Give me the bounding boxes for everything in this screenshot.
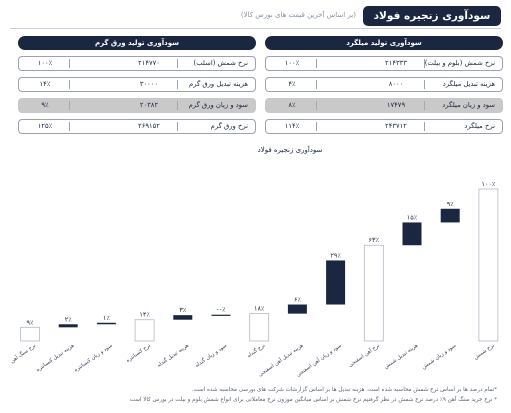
row-label: سود و زیان ورق گرم — [188, 100, 248, 109]
data-label: ۲۹٪ — [330, 251, 341, 259]
page-subtitle: (بر اساس آخرین قیمت های بورس کالا) — [240, 11, 356, 19]
row-label: نرخ میلگرد — [464, 121, 495, 130]
data-label: ۶۳٪ — [369, 236, 380, 244]
cell-divider — [316, 121, 317, 131]
row-value: ۲۰۳۸۲ — [139, 100, 159, 109]
row-label: سود و زیان میلگرد — [442, 100, 495, 109]
waterfall-bar — [58, 324, 78, 328]
table-row: نرخ شمش (اسلب) ۲۱۴۷۷۰ ۱۰۰٪ — [18, 55, 256, 71]
row-label: نرخ شمش (بلوم و بیلت) — [424, 58, 495, 67]
row-percent: ۱۰۰٪ — [37, 58, 53, 67]
table-row: سود و زیان ورق گرم ۲۰۳۸۲ ۹٪ — [18, 97, 256, 113]
row-value: ۱۷۴۷۹ — [386, 100, 406, 109]
waterfall-bar — [20, 326, 40, 342]
cell-divider — [424, 121, 425, 131]
waterfall-bar — [287, 304, 307, 314]
table-row: نرخ شمش (بلوم و بیلت) ۲۱۴۳۳۳ ۱۰۰٪ — [265, 55, 503, 71]
row-percent: ۹٪ — [41, 100, 49, 109]
table-title: سودآوری تولید میلگرد — [265, 36, 503, 50]
chart-title: سودآوری زنجیره فولاد — [257, 146, 323, 154]
cell-divider — [69, 121, 70, 131]
waterfall-bar — [363, 244, 384, 342]
cell-divider — [424, 58, 425, 68]
waterfall-bar — [173, 315, 193, 320]
category-label: نرخ آهن اسفنجی — [347, 342, 381, 369]
cell-divider — [316, 79, 317, 89]
waterfall-bar — [440, 208, 460, 223]
cell-divider — [69, 58, 70, 68]
row-value: ۲۱۴۷۷۰ — [138, 58, 160, 67]
row-percent: ۱۴٪ — [39, 79, 51, 88]
cell-divider — [177, 79, 178, 89]
waterfall-bar — [134, 319, 155, 342]
data-label: ۱٪ — [103, 314, 110, 322]
waterfall-bar — [402, 222, 422, 246]
category-label: نرخ کنسانتره — [125, 343, 151, 364]
hot-rolled-coil-table: سودآوری تولید ورق گرم نرخ شمش (اسلب) ۲۱۴… — [18, 36, 256, 134]
table-row: هزینه تبدیل میلگرد ۸۰۰۰ ۴٪ — [265, 76, 503, 92]
waterfall-bar — [478, 188, 499, 342]
cell-divider — [316, 100, 317, 110]
data-label: ۲٪ — [65, 315, 72, 323]
row-percent: ۱۱۴٪ — [284, 121, 300, 130]
cell-divider — [177, 121, 178, 131]
row-percent: ۴٪ — [288, 79, 296, 88]
data-label: ۱۸٪ — [254, 305, 265, 313]
cell-divider — [177, 58, 178, 68]
category-label: سود و زیان کنسانتره — [73, 343, 113, 374]
category-label: نرخ گندله — [246, 342, 267, 359]
table-row: سود و زیان میلگرد ۱۷۴۷۹ ۸٪ — [265, 97, 503, 113]
waterfall-bar — [211, 314, 231, 316]
table-title: سودآوری تولید ورق گرم — [18, 36, 256, 50]
table-row: نرخ میلگرد ۲۴۳۷۱۲ ۱۱۴٪ — [265, 118, 503, 134]
category-label: نرخ شمش — [473, 343, 495, 361]
row-label: نرخ ورق گرم — [210, 121, 248, 130]
data-label: ۱۰۰٪ — [481, 180, 495, 188]
row-value: ۲۱۴۳۳۳ — [385, 58, 407, 67]
row-percent: ۸٪ — [288, 100, 296, 109]
data-label: ۹٪ — [447, 200, 454, 208]
cell-divider — [424, 79, 425, 89]
category-label: هزینه تبدیل شمش — [383, 343, 419, 371]
data-label: ۱۴٪ — [139, 311, 150, 319]
row-percent: ۱۲۵٪ — [37, 121, 53, 130]
cell-divider — [424, 100, 425, 110]
table-row: نرخ ورق گرم ۲۶۹۱۵۲ ۱۲۵٪ — [18, 118, 256, 134]
table-row: هزینه تبدیل ورق گرم ۳۰۰۰۰ ۱۴٪ — [18, 76, 256, 92]
footnote-1: *تمام درصد ها بر اساس نرخ شمش محاسبه شده… — [191, 387, 497, 393]
footnote-2: * نرخ خرید سنگ آهن ۹٪ درصد نرخ شمش در نظ… — [129, 397, 497, 403]
data-label: ۳٪ — [179, 306, 186, 314]
row-value: ۳۰۰۰۰ — [139, 79, 159, 88]
row-value: ۲۴۳۷۱۲ — [385, 121, 407, 130]
data-label: ۱۵٪ — [407, 213, 418, 221]
cell-divider — [316, 58, 317, 68]
row-percent: ۱۰۰٪ — [284, 58, 300, 67]
header-divider — [10, 28, 501, 29]
row-label: هزینه تبدیل میلگرد — [442, 79, 495, 88]
cell-divider — [69, 79, 70, 89]
row-label: نرخ شمش (اسلب) — [193, 58, 248, 67]
data-label: -۰٪ — [216, 306, 226, 314]
category-label: سود و زیان گندله — [194, 342, 229, 369]
waterfall-bar — [326, 260, 346, 305]
rebar-table: سودآوری تولید میلگرد نرخ شمش (بلوم و بیل… — [265, 36, 503, 134]
category-label: هزینه تبدیل گندله — [156, 342, 190, 369]
category-label: نرخ سنگ آهن — [9, 342, 37, 365]
row-value: ۸۰۰۰ — [388, 79, 404, 88]
waterfall-bar — [96, 322, 116, 325]
data-label: ۶٪ — [294, 296, 301, 304]
waterfall-bar — [249, 313, 270, 342]
category-label: هزینه تبدیل کنسانتره — [35, 343, 75, 374]
category-label: سود و زیان شمش — [421, 343, 457, 371]
page-title: سودآوری زنجیره فولاد — [363, 6, 501, 26]
row-value: ۲۶۹۱۵۲ — [138, 121, 160, 130]
data-label: ۹٪ — [27, 318, 34, 326]
cell-divider — [69, 100, 70, 110]
row-label: هزینه تبدیل ورق گرم — [189, 79, 248, 88]
cell-divider — [177, 100, 178, 110]
